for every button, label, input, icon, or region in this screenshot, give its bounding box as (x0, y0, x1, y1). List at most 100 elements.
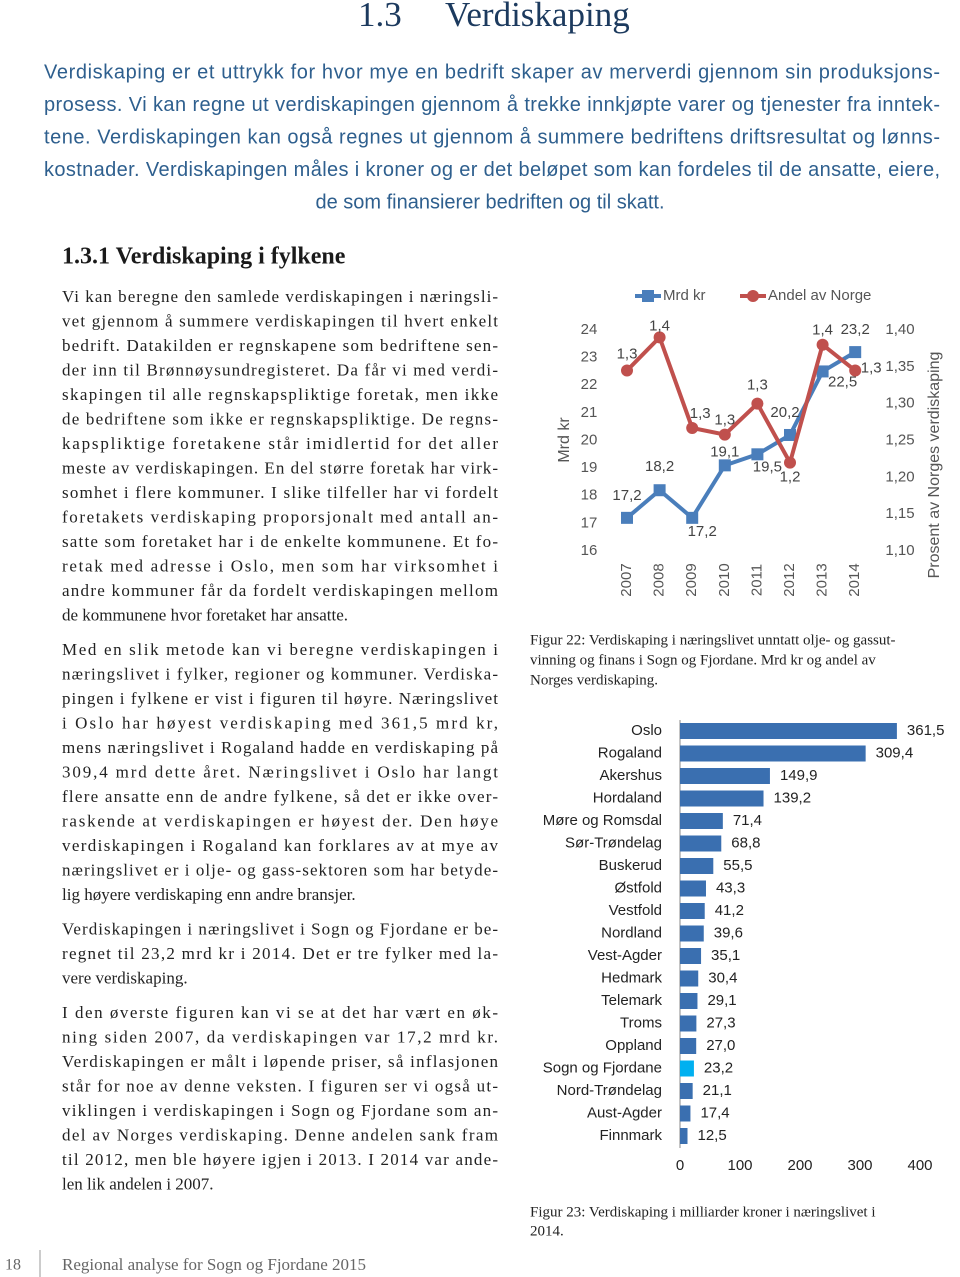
data-point (784, 428, 796, 441)
y2-tick-label: 1,10 (885, 542, 914, 559)
data-point (686, 421, 699, 434)
paragraph-line: verdiskapingen i Rogaland kan forklares … (62, 836, 499, 855)
intro-line: Verdiskaping er et uttrykk for hvor mye … (44, 61, 940, 83)
category-label: Oppland (605, 1037, 662, 1054)
intro-line: de som finansierer bedriften og til skat… (315, 191, 664, 213)
y-tick-label: 18 (581, 487, 598, 504)
paragraph-line: I den øverste figuren kan vi se at det h… (62, 1003, 498, 1022)
x-tick-label: 2012 (781, 563, 798, 596)
data-label: 29,1 (707, 992, 736, 1009)
category-label: Telemark (601, 992, 662, 1009)
data-label: 361,5 (907, 722, 945, 739)
category-label: Aust-Agder (587, 1104, 662, 1121)
bar (680, 1128, 688, 1144)
paragraph-line: somhet i flere kommuner. I slike tilfell… (62, 483, 498, 502)
category-label: Buskerud (599, 857, 662, 874)
y-tick-label: 22 (581, 376, 598, 393)
data-label: 1,4 (812, 322, 833, 339)
data-label: 19,5 (753, 458, 782, 475)
paragraph-line: vere verdiskaping. (62, 968, 188, 987)
y-tick-label: 21 (581, 404, 598, 421)
category-label: Oslo (631, 722, 662, 739)
category-label: Sør-Trøndelag (565, 834, 662, 851)
intro-line: prosess. Vi kan regne ut verdiskapingen … (44, 94, 940, 116)
page-number: 18 (5, 1257, 21, 1274)
paragraph-line: næringslivet i fylker, regioner og kommu… (62, 664, 498, 683)
paragraph-line: til 2012, men ble høyere igjen i 2013. I… (62, 1150, 498, 1169)
paragraph-line: mens næringslivet i Rogaland hadde en ve… (62, 738, 498, 757)
x-tick-label: 2014 (846, 563, 863, 596)
data-label: 20,2 (770, 404, 799, 421)
data-point (621, 364, 633, 377)
figure-caption: Norges verdiskaping. (530, 672, 658, 688)
y-tick-label: 24 (581, 321, 598, 338)
paragraph-line: bedrift. Datakilden er regnskapene som b… (62, 336, 498, 355)
y2-tick-label: 1,25 (885, 431, 914, 448)
intro-line: kostnader. Verdiskapingen måles i kroner… (44, 159, 940, 181)
paragraph-line: ning siden 2007, da verdiskapingen var 1… (62, 1027, 498, 1046)
legend-marker (642, 290, 654, 302)
data-label: 27,3 (706, 1014, 735, 1031)
data-label: 1,3 (861, 359, 882, 376)
data-label: 309,4 (876, 744, 914, 761)
bar (680, 813, 723, 829)
category-label: Akershus (599, 767, 662, 784)
data-label: 27,0 (706, 1037, 735, 1054)
data-point (751, 397, 764, 410)
x-tick-label: 200 (787, 1157, 812, 1174)
bar (680, 1015, 697, 1032)
series-line (625, 333, 857, 468)
data-label: 17,4 (700, 1104, 729, 1121)
legend-label: Mrd kr (663, 287, 706, 304)
paragraph-line: kapspliktige foretakene står imidlertid … (62, 434, 498, 453)
paragraph-line: viklingen i verdiskapingen i Sogn og Fjo… (62, 1101, 498, 1120)
data-point (849, 346, 862, 359)
paragraph-line: flere ansatte enn de andre fylkene, så d… (62, 787, 498, 806)
data-label: 41,2 (715, 902, 744, 919)
data-label: 17,2 (612, 487, 641, 504)
x-tick-label: 2013 (814, 563, 831, 596)
bar (680, 1060, 694, 1077)
paragraph-line: lig høyere verdiskaping enn andre bransj… (62, 885, 356, 904)
data-point (816, 365, 829, 378)
x-tick-label: 2010 (716, 563, 733, 596)
data-label: 1,3 (714, 412, 735, 429)
bar (680, 790, 764, 807)
y-axis-label: Mrd kr (556, 417, 573, 463)
x-tick-label: 2008 (651, 563, 668, 596)
data-point (653, 331, 666, 344)
paragraph-line: står for noe av denne veksten. I figuren… (62, 1076, 498, 1095)
paragraph-line: raskende at verdiskapingen er høyest der… (62, 811, 498, 830)
data-label: 1,2 (780, 469, 801, 486)
bar (680, 768, 770, 784)
intro-line: tene. Verdiskapingen kan også regnes ut … (44, 126, 940, 148)
data-label: 17,2 (688, 523, 717, 540)
x-tick-label: 2009 (683, 563, 700, 596)
paragraph-line: foretakets verdiskaping proporsjonalt me… (62, 507, 498, 526)
data-label: 35,1 (711, 947, 740, 964)
bar (680, 970, 699, 987)
data-label: 39,6 (714, 924, 743, 941)
bar (680, 1105, 691, 1122)
category-label: Hordaland (593, 789, 662, 806)
paragraph-line: meste av verdiskapingen. En del større f… (62, 458, 498, 477)
section-title: Verdiskaping (445, 0, 630, 34)
x-tick-label: 300 (847, 1157, 872, 1174)
figure-caption: vinning og finans i Sogn og Fjordane. Mr… (530, 652, 876, 668)
category-label: Østfold (614, 879, 662, 896)
paragraph-line: retak med adresse i Oslo, men som har vi… (62, 556, 498, 575)
x-tick-label: 0 (676, 1157, 684, 1174)
category-label: Vestfold (609, 902, 662, 919)
data-label: 21,1 (703, 1082, 732, 1099)
data-point (718, 459, 731, 472)
data-label: 19,1 (710, 443, 739, 460)
data-point (621, 511, 633, 524)
y-tick-label: 19 (581, 459, 598, 476)
data-label: 68,8 (731, 834, 760, 851)
figure-caption: Figur 22: Verdiskaping i næringslivet un… (530, 632, 896, 648)
y2-tick-label: 1,30 (885, 395, 914, 412)
bar (680, 880, 706, 897)
